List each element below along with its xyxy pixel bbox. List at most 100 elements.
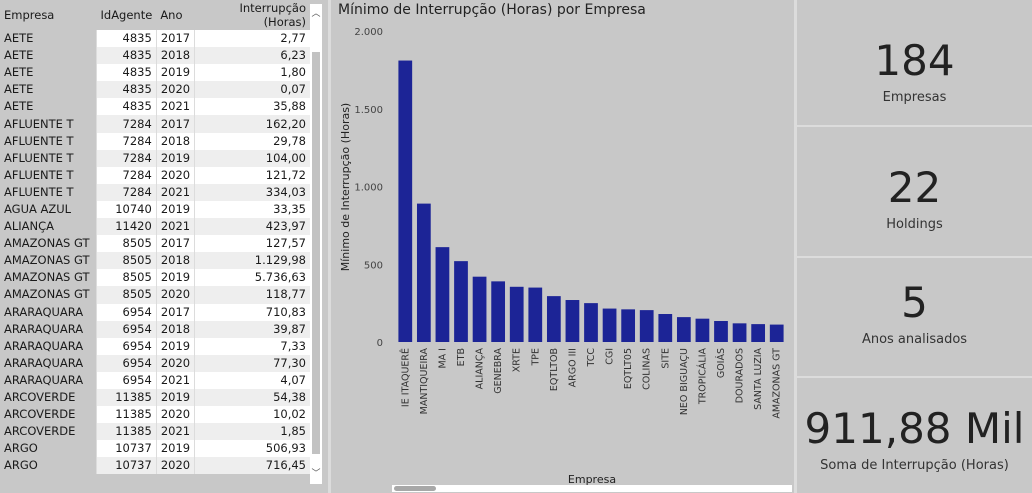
cell-idagente: 4835	[96, 81, 157, 99]
cell-idagente: 7284	[96, 115, 157, 133]
column-header-empresa[interactable]: Empresa	[0, 0, 97, 30]
table-row[interactable]: ARARAQUARA 6954 2018 39,87	[0, 320, 310, 338]
bar[interactable]	[435, 247, 450, 342]
table-row[interactable]: AFLUENTE T 7284 2020 121,72	[0, 166, 310, 184]
table-row[interactable]: ARARAQUARA 6954 2017 710,83	[0, 303, 310, 321]
table-header-row: Empresa IdAgente Ano Interrupção (Horas)	[0, 0, 310, 30]
x-tick-label: EQTLT05	[623, 348, 634, 389]
cell-interrupcao: 1,80	[194, 64, 310, 82]
table-row[interactable]: ARGO 10737 2020 716,45	[0, 457, 310, 475]
table-row[interactable]: AMAZONAS GT 8505 2019 5.736,63	[0, 269, 310, 287]
table-row[interactable]: AMAZONAS GT 8505 2020 118,77	[0, 286, 310, 304]
table-row[interactable]: ARCOVERDE 11385 2021 1,85	[0, 423, 310, 441]
horizontal-scrollbar[interactable]	[392, 485, 792, 492]
bar[interactable]	[565, 300, 580, 342]
bar[interactable]	[714, 321, 728, 342]
bar[interactable]	[491, 281, 506, 342]
x-tick-label: SANTA LUZIA	[753, 348, 764, 410]
column-header-ano[interactable]: Ano	[156, 0, 195, 30]
cell-ano: 2018	[155, 252, 195, 270]
table-row[interactable]: ARCOVERDE 11385 2020 10,02	[0, 406, 310, 424]
y-tick-label: 500	[364, 260, 383, 271]
table-row[interactable]: AETE 4835 2021 35,88	[0, 98, 310, 116]
cell-interrupcao: 29,78	[194, 132, 310, 150]
divider	[328, 0, 331, 493]
bar[interactable]	[695, 318, 710, 342]
cell-ano: 2019	[155, 440, 195, 458]
bar[interactable]	[584, 303, 598, 342]
bar[interactable]	[472, 276, 487, 342]
cell-ano: 2018	[155, 320, 195, 338]
bar[interactable]	[454, 261, 468, 342]
bar[interactable]	[676, 317, 691, 342]
cell-interrupcao: 710,83	[194, 303, 310, 321]
cell-empresa: ALIANÇA	[0, 218, 97, 236]
x-tick-label: XRTE	[512, 348, 523, 372]
table-row[interactable]: ARCOVERDE 11385 2019 54,38	[0, 388, 310, 407]
x-tick-label: GOIÁS	[715, 348, 727, 378]
kpi-card-holdings: 22 Holdings	[797, 167, 1032, 232]
table-body: AETE 4835 2017 2,77 AETE 4835 2018 6,23 AETE 4835…	[0, 30, 310, 475]
column-header-idagente[interactable]: IdAgente	[96, 0, 157, 30]
table-row[interactable]: ARARAQUARA 6954 2021 4,07	[0, 371, 310, 389]
table-row[interactable]: AFLUENTE T 7284 2021 334,03	[0, 183, 310, 201]
kpi-card-empresas: 184 Empresas	[797, 40, 1032, 105]
cell-ano: 2021	[155, 371, 195, 389]
table-row[interactable]: AFLUENTE T 7284 2017 162,20	[0, 115, 310, 133]
cell-empresa: AMAZONAS GT	[0, 252, 97, 270]
table-row[interactable]: AMAZONAS GT 8505 2018 1.129,98	[0, 252, 310, 270]
x-tick-label: GENEBRA	[493, 348, 504, 394]
table-row[interactable]: AGUA AZUL 10740 2019 33,35	[0, 200, 310, 219]
cell-empresa: AETE	[0, 98, 97, 116]
table-row[interactable]: AETE 4835 2019 1,80	[0, 64, 310, 82]
scrollbar-thumb[interactable]	[312, 52, 320, 454]
vertical-scrollbar[interactable]: ︿ ﹀	[310, 4, 322, 484]
cell-interrupcao: 127,57	[194, 235, 310, 253]
bar[interactable]	[769, 324, 784, 342]
table-row[interactable]: AFLUENTE T 7284 2019 104,00	[0, 149, 310, 167]
table-row[interactable]: ARARAQUARA 6954 2020 77,30	[0, 354, 310, 372]
cell-interrupcao: 2,77	[194, 30, 310, 48]
bar[interactable]	[528, 287, 543, 342]
cell-empresa: AETE	[0, 81, 97, 99]
cell-ano: 2019	[155, 149, 195, 167]
kpi-card-soma: 911,88 Mil Soma de Interrupção (Horas)	[797, 408, 1032, 473]
table-row[interactable]: AETE 4835 2020 0,07	[0, 81, 310, 99]
scrollbar-thumb[interactable]	[394, 486, 436, 491]
bar[interactable]	[658, 314, 673, 342]
bar[interactable]	[602, 308, 617, 342]
cell-idagente: 4835	[96, 47, 157, 65]
cell-empresa: ARARAQUARA	[0, 320, 97, 338]
bar[interactable]	[751, 324, 766, 342]
bar[interactable]	[621, 309, 636, 342]
table-row[interactable]: AMAZONAS GT 8505 2017 127,57	[0, 235, 310, 253]
bar[interactable]	[509, 286, 524, 342]
cell-ano: 2020	[155, 166, 195, 184]
cell-empresa: AETE	[0, 64, 97, 82]
cell-idagente: 11385	[96, 406, 157, 424]
table-row[interactable]: AFLUENTE T 7284 2018 29,78	[0, 132, 310, 150]
cell-empresa: AMAZONAS GT	[0, 269, 97, 287]
cell-empresa: AFLUENTE T	[0, 166, 97, 184]
cell-interrupcao: 0,07	[194, 81, 310, 99]
bar[interactable]	[416, 203, 431, 342]
cell-idagente: 7284	[96, 132, 157, 150]
y-tick-label: 1.500	[354, 105, 383, 116]
chevron-up-icon[interactable]: ︿	[311, 9, 321, 19]
x-tick-label: TROPICÁLIA	[696, 348, 708, 406]
divider	[797, 256, 1032, 258]
table-row[interactable]: AETE 4835 2018 6,23	[0, 47, 310, 65]
table-row[interactable]: ARARAQUARA 6954 2019 7,33	[0, 337, 310, 355]
column-header-interrupcao[interactable]: Interrupção (Horas)	[194, 0, 310, 30]
bar[interactable]	[639, 310, 654, 342]
cell-ano: 2020	[155, 354, 195, 372]
bar[interactable]	[732, 323, 747, 342]
cell-empresa: AFLUENTE T	[0, 183, 97, 201]
table-row[interactable]: ARGO 10737 2019 506,93	[0, 440, 310, 458]
bar[interactable]	[546, 296, 561, 342]
x-tick-label: IE ITAQUERÊ	[399, 348, 411, 407]
table-row[interactable]: AETE 4835 2017 2,77	[0, 30, 310, 48]
table-row[interactable]: ALIANÇA 11420 2021 423,97	[0, 218, 310, 236]
bar[interactable]	[398, 60, 413, 343]
chevron-down-icon[interactable]: ﹀	[311, 469, 321, 479]
